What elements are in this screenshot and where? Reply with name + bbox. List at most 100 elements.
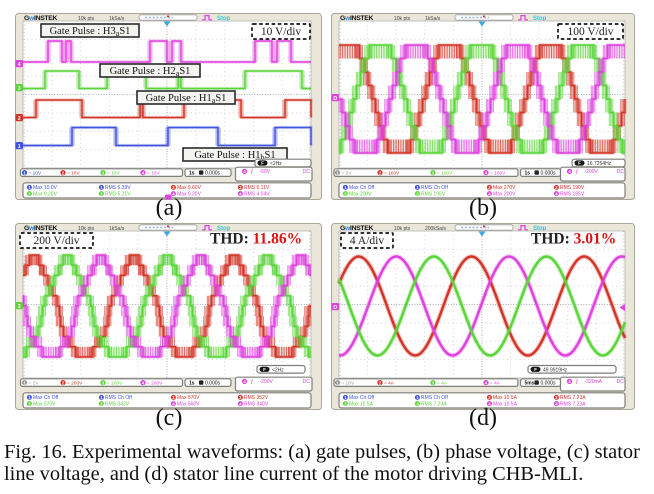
svg-text:2: 2 bbox=[172, 185, 175, 190]
svg-text:Stop: Stop bbox=[217, 16, 231, 22]
svg-text:3: 3 bbox=[344, 401, 347, 406]
svg-text:1: 1 bbox=[344, 185, 347, 190]
svg-text:3: 3 bbox=[344, 191, 347, 196]
svg-text:<2Hz: <2Hz bbox=[270, 161, 282, 167]
svg-text:Max Ch Off: Max Ch Off bbox=[33, 395, 59, 401]
svg-text:Stop: Stop bbox=[217, 226, 231, 232]
svg-text:3: 3 bbox=[102, 170, 105, 175]
svg-text:Max 200V: Max 200V bbox=[493, 191, 516, 197]
svg-text:ƒ: ƒ bbox=[251, 379, 254, 385]
svg-text:1kSa/s: 1kSa/s bbox=[425, 16, 441, 22]
svg-text:1: 1 bbox=[23, 170, 26, 175]
svg-text:1: 1 bbox=[336, 380, 339, 385]
svg-text:F: F bbox=[263, 367, 266, 372]
svg-text:2: 2 bbox=[379, 380, 382, 385]
svg-text:1: 1 bbox=[28, 395, 31, 400]
svg-text:3: 3 bbox=[28, 191, 31, 196]
svg-text:= 10V: = 10V bbox=[342, 380, 355, 386]
svg-text:3: 3 bbox=[18, 304, 21, 310]
svg-text:200 V/div: 200 V/div bbox=[33, 235, 79, 247]
svg-text:D: D bbox=[333, 96, 337, 102]
svg-text:-200V: -200V bbox=[260, 379, 274, 385]
svg-text:3: 3 bbox=[416, 401, 419, 406]
svg-text:= 10V: = 10V bbox=[29, 170, 42, 176]
svg-text:4: 4 bbox=[239, 191, 242, 196]
svg-text:10k pts: 10k pts bbox=[78, 226, 95, 232]
svg-text:2: 2 bbox=[239, 185, 242, 190]
svg-text:3: 3 bbox=[102, 380, 105, 385]
svg-text:200kSa/s: 200kSa/s bbox=[425, 226, 446, 232]
svg-text:RMS 5.21V: RMS 5.21V bbox=[105, 191, 131, 197]
svg-text:= 10V: = 10V bbox=[147, 170, 160, 176]
svg-text:10k pts: 10k pts bbox=[394, 16, 411, 22]
svg-text:4: 4 bbox=[555, 191, 558, 196]
svg-text:10k pts: 10k pts bbox=[78, 16, 95, 22]
svg-text:= 100V: = 100V bbox=[437, 170, 453, 176]
svg-text:1s: 1s bbox=[525, 170, 531, 176]
svg-text:1: 1 bbox=[416, 395, 419, 400]
svg-text:RMS 340V: RMS 340V bbox=[244, 401, 269, 407]
svg-text:Max 9.20V: Max 9.20V bbox=[177, 191, 202, 197]
svg-text:2: 2 bbox=[555, 185, 558, 190]
svg-text:Max 10.0V: Max 10.0V bbox=[33, 185, 58, 191]
svg-text:3: 3 bbox=[28, 401, 31, 406]
svg-text:1s: 1s bbox=[189, 170, 195, 176]
svg-text:-200V: -200V bbox=[585, 169, 599, 175]
svg-text:4 A/div: 4 A/div bbox=[350, 235, 384, 247]
svg-text:THD: 3.01%: THD: 3.01% bbox=[531, 231, 616, 248]
svg-text:2: 2 bbox=[555, 395, 558, 400]
svg-text:= 4A: = 4A bbox=[384, 380, 395, 386]
svg-text:10k pts: 10k pts bbox=[394, 226, 411, 232]
svg-text:16.7254Hz: 16.7254Hz bbox=[587, 161, 612, 167]
svg-text:Stop: Stop bbox=[533, 226, 547, 232]
svg-text:RMS 6.11V: RMS 6.11V bbox=[244, 185, 270, 191]
svg-text:4: 4 bbox=[172, 401, 175, 406]
svg-text:2: 2 bbox=[172, 395, 175, 400]
svg-text:DC: DC bbox=[617, 169, 625, 175]
svg-text:RMS 4.04V: RMS 4.04V bbox=[244, 191, 270, 197]
svg-text:Gate Pulse : H1bS1: Gate Pulse : H1bS1 bbox=[194, 150, 275, 162]
svg-text:= 2V: = 2V bbox=[29, 380, 40, 386]
svg-text:<2Hz: <2Hz bbox=[272, 367, 284, 373]
svg-text:RMS 352V: RMS 352V bbox=[244, 395, 269, 401]
svg-text:ƒ: ƒ bbox=[576, 379, 579, 385]
svg-text:F: F bbox=[534, 367, 537, 372]
svg-text:= 2V: = 2V bbox=[342, 170, 353, 176]
svg-text:Gate Pulse : H2aS1: Gate Pulse : H2aS1 bbox=[110, 66, 191, 78]
svg-text:RMS Ch Off: RMS Ch Off bbox=[105, 395, 132, 401]
svg-text:2: 2 bbox=[379, 170, 382, 175]
svg-text:1s: 1s bbox=[189, 380, 195, 386]
svg-text:2: 2 bbox=[62, 170, 65, 175]
svg-text:Max 560V: Max 560V bbox=[177, 401, 200, 407]
svg-text:4: 4 bbox=[239, 401, 242, 406]
svg-text:2: 2 bbox=[488, 395, 491, 400]
svg-text:Max Ch Off: Max Ch Off bbox=[349, 185, 375, 191]
svg-text:= 4A: = 4A bbox=[490, 380, 501, 386]
svg-text:GwINSTEK: GwINSTEK bbox=[24, 225, 58, 232]
svg-text:Max 570V: Max 570V bbox=[33, 401, 56, 407]
svg-text:= 100V: = 100V bbox=[384, 170, 400, 176]
svg-text:ƒ: ƒ bbox=[576, 169, 579, 175]
svg-text:F: F bbox=[578, 161, 581, 166]
svg-text:= 10V: = 10V bbox=[67, 170, 80, 176]
svg-text:0.000s: 0.000s bbox=[205, 380, 221, 386]
svg-text:Max 570V: Max 570V bbox=[177, 395, 200, 401]
svg-text:Max 9.20V: Max 9.20V bbox=[33, 191, 58, 197]
svg-text:DC: DC bbox=[617, 379, 625, 385]
svg-text:4: 4 bbox=[142, 380, 145, 385]
svg-text:3: 3 bbox=[432, 380, 435, 385]
svg-text:0.000s: 0.000s bbox=[541, 380, 557, 386]
svg-text:4: 4 bbox=[488, 191, 491, 196]
svg-text:RMS 190V: RMS 190V bbox=[560, 185, 585, 191]
svg-text:RMS 195V: RMS 195V bbox=[421, 191, 446, 197]
svg-text:ƒ: ƒ bbox=[251, 169, 254, 175]
svg-text:1: 1 bbox=[100, 185, 103, 190]
svg-text:1: 1 bbox=[23, 380, 26, 385]
svg-text:Stop: Stop bbox=[533, 16, 547, 22]
svg-text:RMS 7.23A: RMS 7.23A bbox=[560, 395, 586, 401]
svg-text:4: 4 bbox=[488, 401, 491, 406]
svg-text:-60V: -60V bbox=[260, 169, 271, 175]
svg-text:DC: DC bbox=[303, 379, 311, 385]
svg-text:1: 1 bbox=[100, 395, 103, 400]
svg-text:Gate Pulse : H3aS1: Gate Pulse : H3aS1 bbox=[50, 26, 131, 38]
